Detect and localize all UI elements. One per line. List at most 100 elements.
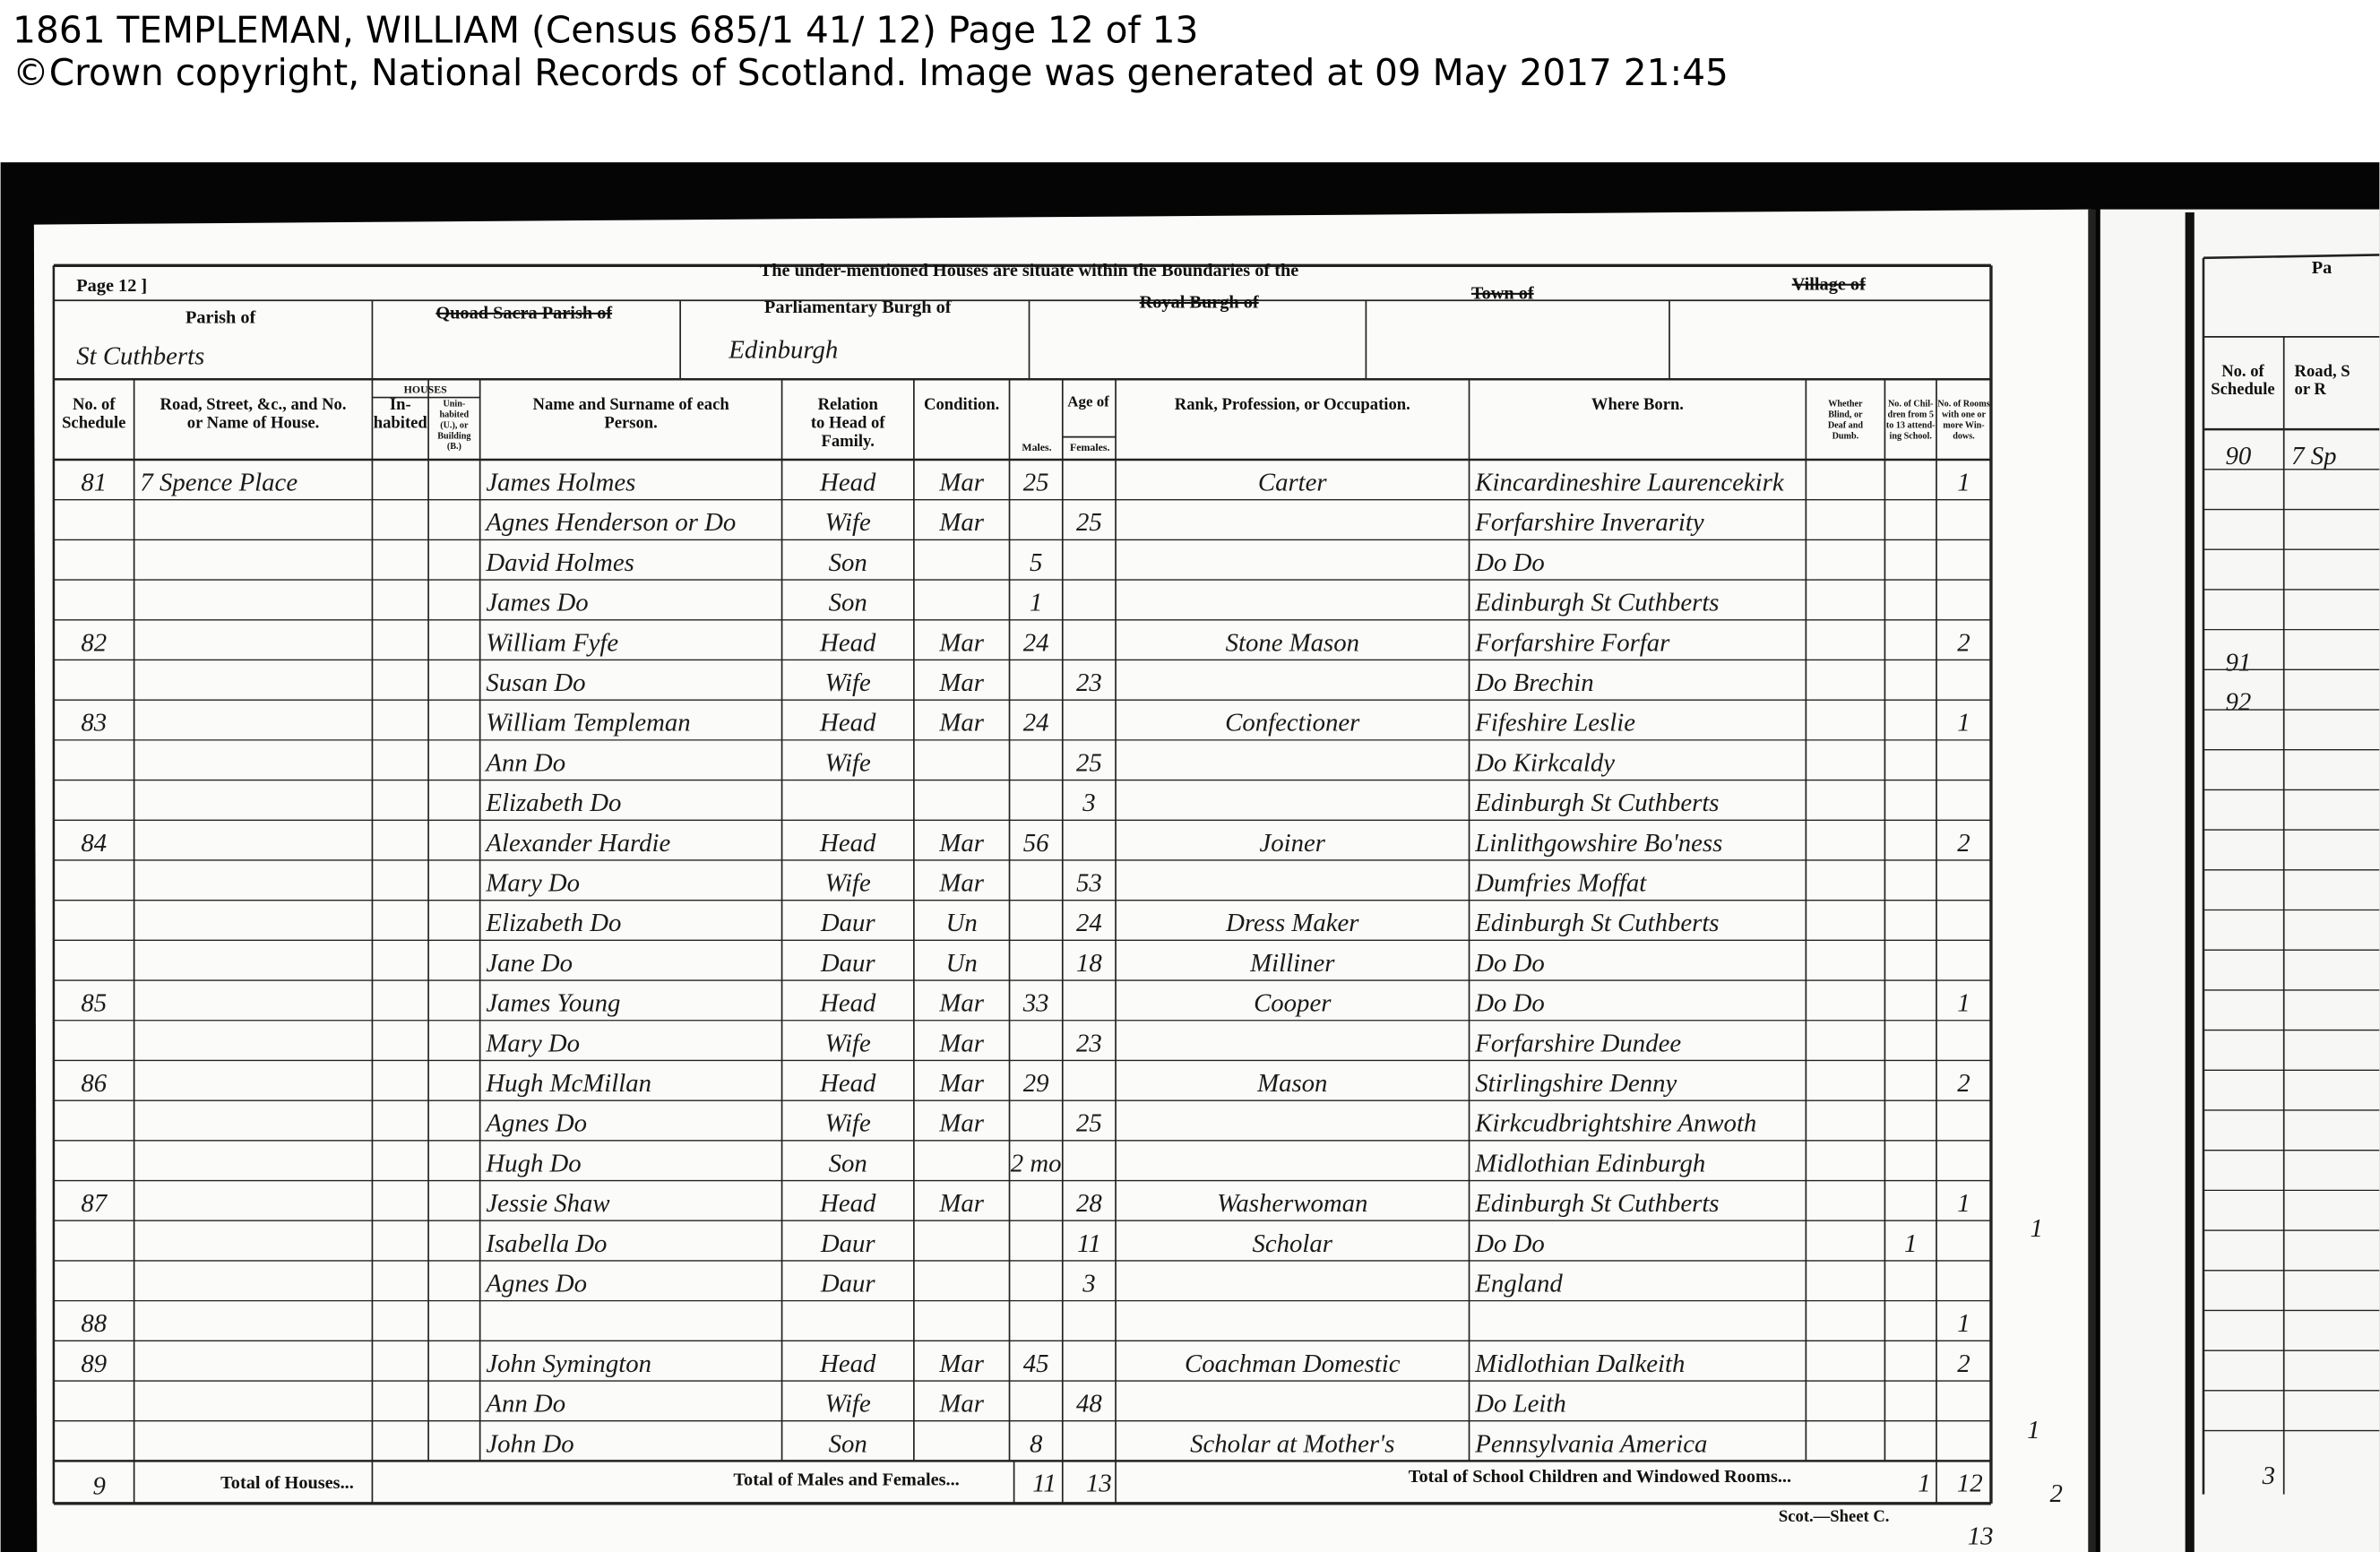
column-heading: No. of <box>73 395 116 414</box>
next-schedule: 92 <box>2226 687 2252 716</box>
cell-females: 25 <box>1076 508 1102 537</box>
column-heading: Unin- <box>443 400 465 410</box>
column-heading: Whether <box>1828 400 1863 410</box>
cell-name: David Holmes <box>485 548 634 577</box>
column-heading: Name and Surname of each <box>533 395 730 414</box>
cell-females: 11 <box>1077 1229 1101 1258</box>
cell-females: 23 <box>1076 1029 1102 1057</box>
margin-note: 1 <box>2031 1214 2043 1243</box>
cell-born: Do Kirkcaldy <box>1474 748 1615 777</box>
cell-condition: Mar <box>938 469 984 497</box>
cell-relation: Head <box>819 1349 876 1378</box>
cell-relation: Head <box>819 1189 876 1218</box>
cell-relation: Wife <box>825 748 871 777</box>
column-heading: Deaf and <box>1828 420 1864 430</box>
page-left <box>33 209 2095 1552</box>
cell-occupation: Dress Maker <box>1225 909 1359 937</box>
cell-condition: Mar <box>938 628 984 657</box>
margin-note: 1 <box>2027 1416 2039 1444</box>
cell-road: 7 Spence Place <box>140 469 298 497</box>
column-heading: to 13 attend- <box>1886 420 1936 430</box>
cell-name: Ann Do <box>484 748 565 777</box>
cell-name: Agnes Do <box>484 1269 587 1298</box>
cell-condition: Mar <box>938 1390 984 1418</box>
column-heading: more Win- <box>1943 420 1984 430</box>
cell-condition: Mar <box>938 1109 984 1138</box>
cell-occupation: Cooper <box>1254 989 1332 1018</box>
column-heading: ing School. <box>1890 431 1933 441</box>
cell-relation: Head <box>819 829 876 858</box>
margin-note: 13 <box>1968 1522 1994 1551</box>
cell-males: 1 <box>1030 589 1042 617</box>
sheet-footer: Scot.—Sheet C. <box>1779 1507 1890 1526</box>
column-heading: Rank, Profession, or Occupation. <box>1175 395 1410 414</box>
cell-relation: Son <box>829 1429 867 1458</box>
column-heading: Relation <box>818 395 879 414</box>
next-column-heading: Schedule <box>2211 380 2274 399</box>
cell-occupation: Milliner <box>1249 949 1335 978</box>
column-heading: Schedule <box>62 413 125 432</box>
parliamentary-burgh-label: Parliamentary Burgh of <box>764 297 952 317</box>
cell-schedule: 88 <box>81 1309 107 1338</box>
cell-born: Edinburgh St Cuthberts <box>1474 1189 1719 1218</box>
cell-born: Edinburgh St Cuthberts <box>1474 589 1719 617</box>
cell-condition: Mar <box>938 1189 984 1218</box>
cell-name: James Young <box>486 989 620 1018</box>
fold <box>2088 209 2096 1552</box>
cell-condition: Mar <box>938 869 984 898</box>
cell-relation: Wife <box>825 1109 871 1138</box>
cell-males: 2 mo <box>1011 1149 1062 1177</box>
cell-born: Do Brechin <box>1474 668 1593 697</box>
cell-born: Forfarshire Dundee <box>1474 1029 1681 1057</box>
cell-name: Mary Do <box>485 869 580 898</box>
cell-rooms: 2 <box>1957 1349 1970 1378</box>
column-heading: No. of Chil- <box>1888 400 1933 410</box>
cell-relation: Wife <box>825 869 871 898</box>
cell-occupation: Joiner <box>1260 829 1326 858</box>
total-persons-label: Total of Males and Females... <box>733 1470 959 1490</box>
cell-name: Elizabeth Do <box>485 909 621 937</box>
cell-born: Edinburgh St Cuthberts <box>1474 909 1719 937</box>
cell-children: 1 <box>1904 1229 1917 1258</box>
column-heading: (B.) <box>447 442 461 452</box>
cell-females: 25 <box>1076 748 1102 777</box>
column-heading: Condition. <box>924 395 999 414</box>
cell-born: Do Do <box>1474 1229 1545 1258</box>
cell-females: 24 <box>1076 909 1102 937</box>
header-title: 1861 TEMPLEMAN, WILLIAM (Census 685/1 41… <box>13 8 1198 51</box>
cell-rooms: 1 <box>1957 469 1970 497</box>
cell-relation: Daur <box>820 909 876 937</box>
total-males: 11 <box>1032 1469 1056 1497</box>
total-houses-label: Total of Houses... <box>220 1473 354 1493</box>
cell-born: Do Do <box>1474 949 1545 978</box>
header-copyright: ©Crown copyright, National Records of Sc… <box>13 51 1729 94</box>
cell-condition: Mar <box>938 1069 984 1098</box>
cell-relation: Wife <box>825 508 871 537</box>
cell-females: 23 <box>1076 668 1102 697</box>
cell-condition: Mar <box>938 508 984 537</box>
cell-name: Isabella Do <box>485 1229 607 1258</box>
column-heading: Road, Street, &c., and No. <box>160 395 347 414</box>
cell-condition: Mar <box>938 709 984 737</box>
cell-born: Forfarshire Inverarity <box>1474 508 1704 537</box>
cell-name: Susan Do <box>486 668 585 697</box>
cell-schedule: 89 <box>81 1349 107 1378</box>
margin-note: 2 <box>2050 1479 2063 1508</box>
cell-males: 29 <box>1023 1069 1049 1098</box>
total-houses: 9 <box>92 1472 105 1501</box>
column-heading: Where Born. <box>1591 395 1684 414</box>
cell-name: Hugh Do <box>485 1149 581 1177</box>
cell-born: Linlithgowshire Bo'ness <box>1474 829 1722 858</box>
cell-name: John Symington <box>486 1349 651 1378</box>
cell-name: William Fyfe <box>486 628 618 657</box>
cell-rooms: 2 <box>1957 829 1970 858</box>
females-heading: Females. <box>1070 441 1109 453</box>
cell-rooms: 2 <box>1957 628 1970 657</box>
cell-condition: Mar <box>938 829 984 858</box>
cell-females: 18 <box>1076 949 1102 978</box>
cell-born: Do Do <box>1474 548 1545 577</box>
cell-born: Midlothian Edinburgh <box>1474 1149 1705 1177</box>
cell-males: 24 <box>1023 709 1049 737</box>
cell-name: Jessie Shaw <box>486 1189 609 1218</box>
total-females: 13 <box>1086 1469 1112 1497</box>
